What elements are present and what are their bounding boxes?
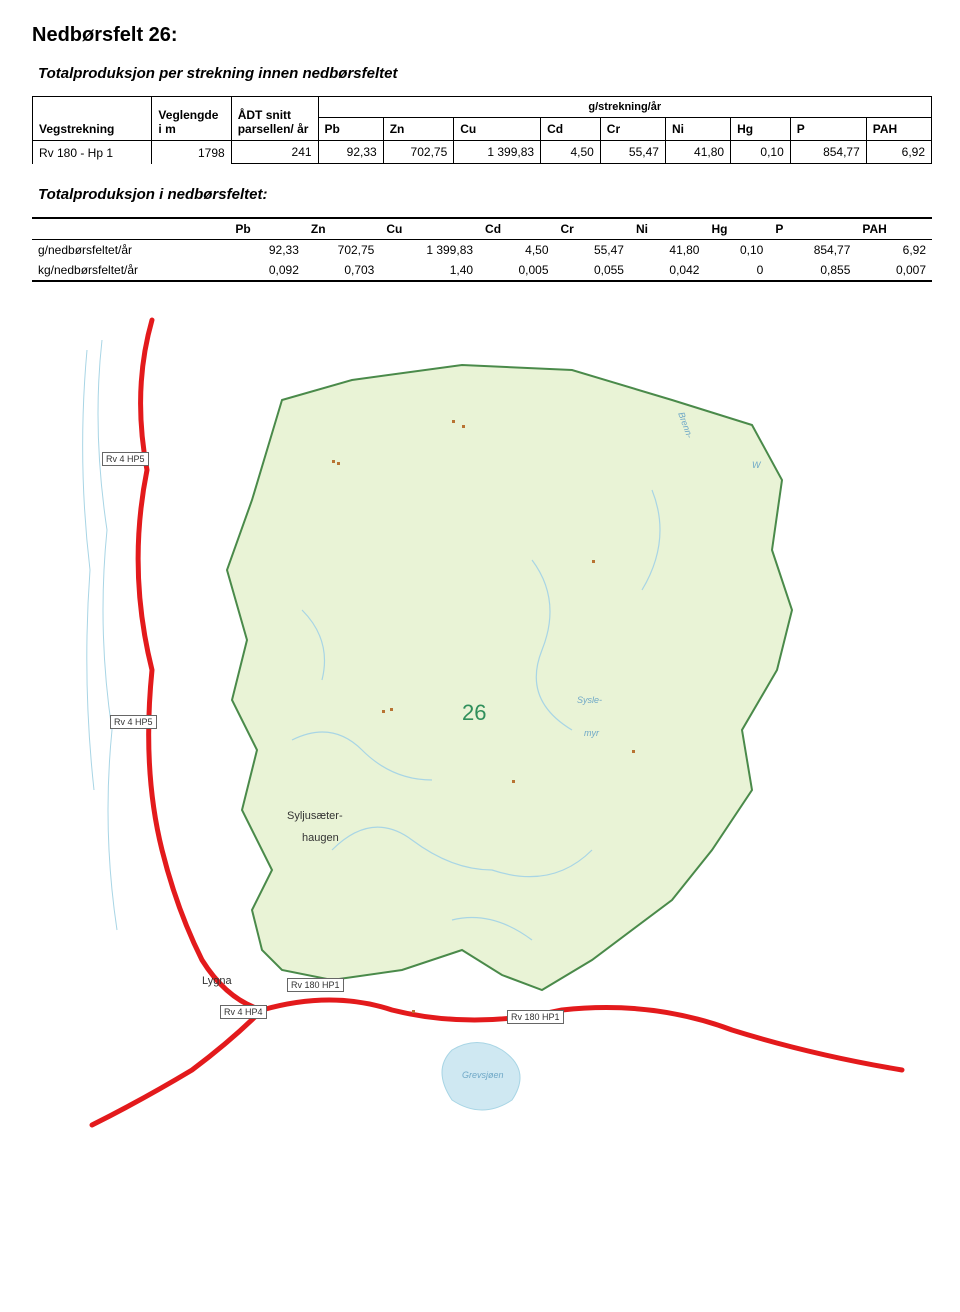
cell: 1,40 [380, 260, 479, 281]
table-strekning: Vegstrekning Veglengde i m ÅDT snitt par… [32, 96, 932, 164]
cell: 0,055 [555, 260, 630, 281]
water-left [83, 340, 117, 930]
cell: 0,703 [305, 260, 380, 281]
map-figure: Rv 4 HP5 Rv 4 HP5 Rv 4 HP4 Rv 180 HP1 Rv… [32, 310, 932, 1130]
th-ni: Ni [665, 118, 730, 141]
cell: 0,10 [705, 240, 769, 261]
label-sysle: Sysle- [577, 695, 602, 705]
cell-p: 854,77 [790, 141, 866, 164]
section-subtitle-1: Totalproduksjon per strekning innen nedb… [38, 65, 928, 82]
cell: 0,042 [630, 260, 705, 281]
road-rv180 [262, 1000, 902, 1070]
label-sylju-1: Syljusæter- [287, 810, 343, 822]
th-adt: ÅDT snitt parsellen/ år [231, 97, 318, 141]
th2-ni: Ni [630, 218, 705, 240]
section-subtitle-2: Totalproduksjon i nedbørsfeltet: [38, 186, 928, 203]
cell: 702,75 [305, 240, 380, 261]
th2-hg: Hg [705, 218, 769, 240]
label-rv4hp5-a: Rv 4 HP5 [102, 452, 149, 466]
cell: 0,005 [479, 260, 554, 281]
th-group: g/strekning/år [318, 97, 931, 118]
th2-pb: Pb [229, 218, 304, 240]
cell-ni: 41,80 [665, 141, 730, 164]
th2-cu: Cu [380, 218, 479, 240]
cell: 0,092 [229, 260, 304, 281]
label-rv4hp4: Rv 4 HP4 [220, 1005, 267, 1019]
th-pah: PAH [866, 118, 931, 141]
th2-pah: PAH [856, 218, 932, 240]
cell-cd: 4,50 [541, 141, 601, 164]
label-sylju-2: haugen [302, 832, 339, 844]
page-title: Nedbørsfelt 26: [32, 24, 928, 47]
th-p: P [790, 118, 866, 141]
cell-cr: 55,47 [600, 141, 665, 164]
th2-cd: Cd [479, 218, 554, 240]
table-row: Rv 180 - Hp 1 1798 241 92,33 702,75 1 39… [33, 141, 932, 164]
th2-p: P [769, 218, 856, 240]
th-pb: Pb [318, 118, 383, 141]
cell: 41,80 [630, 240, 705, 261]
table-totalproduksjon: Pb Zn Cu Cd Cr Ni Hg P PAH g/nedbørsfelt… [32, 217, 932, 282]
cell-name: Rv 180 - Hp 1 [33, 141, 152, 164]
label-w: W [752, 460, 761, 470]
cell: 0,855 [769, 260, 856, 281]
cell: 0,007 [856, 260, 932, 281]
th-zn: Zn [383, 118, 454, 141]
th2-zn: Zn [305, 218, 380, 240]
cell: 0 [705, 260, 769, 281]
label-rv180hp1-b: Rv 180 HP1 [507, 1010, 564, 1024]
table-row: g/nedbørsfeltet/år 92,33 702,75 1 399,83… [32, 240, 932, 261]
th-cu: Cu [454, 118, 541, 141]
th-cd: Cd [541, 118, 601, 141]
table-row: kg/nedbørsfeltet/år 0,092 0,703 1,40 0,0… [32, 260, 932, 281]
cell: 1 399,83 [380, 240, 479, 261]
cell-lab: kg/nedbørsfeltet/år [32, 260, 229, 281]
cell: 4,50 [479, 240, 554, 261]
cell: 854,77 [769, 240, 856, 261]
cell-lab: g/nedbørsfeltet/år [32, 240, 229, 261]
label-myr: myr [584, 728, 599, 738]
label-lygna: Lygna [202, 975, 232, 987]
cell: 6,92 [856, 240, 932, 261]
cell-pb: 92,33 [318, 141, 383, 164]
cell: 92,33 [229, 240, 304, 261]
road-rv4-south [92, 1010, 262, 1125]
th2-blank [32, 218, 229, 240]
cell-pah: 6,92 [866, 141, 931, 164]
cell-zn: 702,75 [383, 141, 454, 164]
label-grev: Grevsjøen [462, 1070, 504, 1080]
label-rv180hp1-a: Rv 180 HP1 [287, 978, 344, 992]
cell-adt: 241 [231, 141, 318, 164]
th2-cr: Cr [555, 218, 630, 240]
cell-hg: 0,10 [731, 141, 791, 164]
th-cr: Cr [600, 118, 665, 141]
th-veglengde: Veglengde i m [152, 97, 231, 141]
th-hg: Hg [731, 118, 791, 141]
cell: 55,47 [555, 240, 630, 261]
th-vegstrekning: Vegstrekning [33, 97, 152, 141]
map-number: 26 [462, 700, 486, 726]
region-26 [227, 365, 792, 990]
label-rv4hp5-b: Rv 4 HP5 [110, 715, 157, 729]
cell-len: 1798 [152, 141, 231, 164]
cell-cu: 1 399,83 [454, 141, 541, 164]
